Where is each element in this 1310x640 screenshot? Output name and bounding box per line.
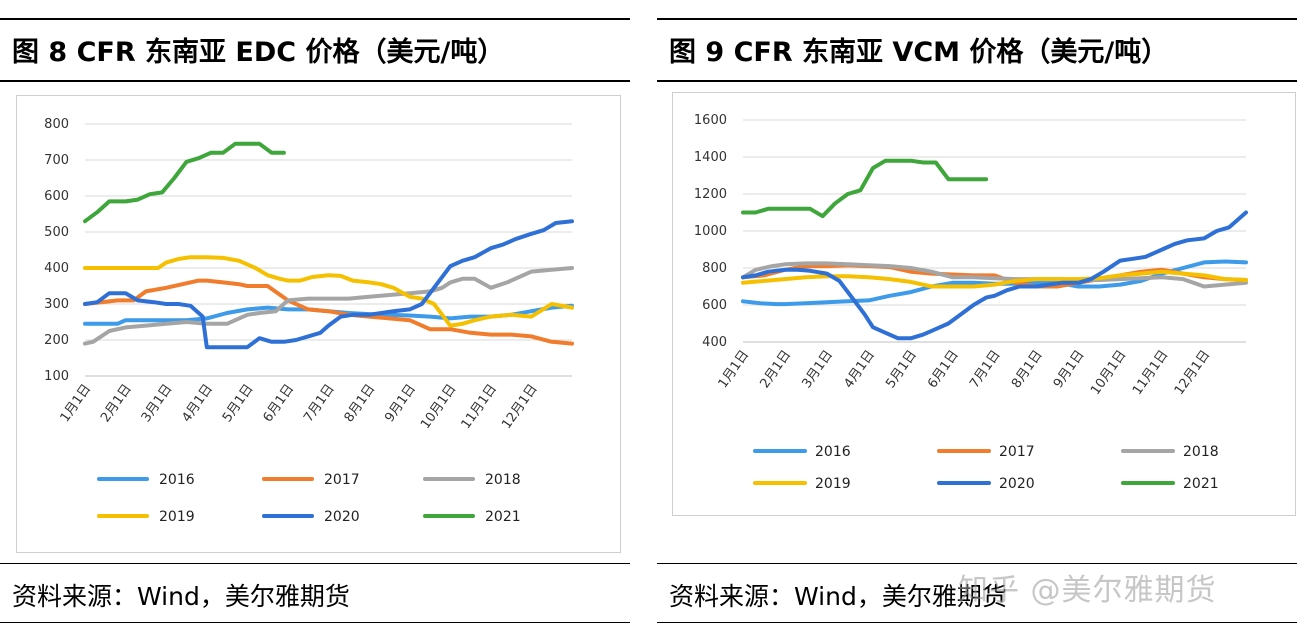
y-tick-label: 200	[44, 333, 69, 348]
figure-panel-vcm: 图 9 CFR 东南亚 VCM 价格（美元/吨） 400 600 800 1000 12…	[657, 0, 1297, 640]
vcm-line-chart: 400 600 800 1000 1200 1400 1600 1月1日 2月1日 3月1日 4月1…	[694, 113, 1248, 492]
x-tick-label: 11月1日	[459, 382, 500, 432]
y-tick-label: 400	[702, 335, 727, 350]
y-tick-label: 600	[702, 298, 727, 313]
x-tick-label: 12月1日	[1172, 348, 1213, 398]
x-tick-label: 10月1日	[1088, 348, 1129, 398]
x-tick-label: 8月1日	[1009, 348, 1046, 391]
bottom-rule	[657, 622, 1297, 623]
x-tick-label: 3月1日	[799, 348, 836, 391]
series-line-2019	[741, 269, 1248, 289]
legend-label: 2020	[999, 476, 1035, 492]
series-line-2020	[83, 219, 574, 350]
x-tick-label: 9月1日	[382, 382, 419, 425]
watermark-logo: 知乎 @美尔雅期货	[958, 573, 1217, 608]
figure-title: 图 9 CFR 东南亚 VCM 价格（美元/吨）	[669, 37, 1169, 68]
source-rule	[657, 563, 1297, 564]
figure-panel-edc: 图 8 CFR 东南亚 EDC 价格（美元/吨） 100 200 300 400 500…	[0, 0, 630, 640]
legend-label: 2019	[159, 509, 195, 525]
bottom-rule	[0, 622, 630, 623]
source-note: 资料来源：Wind，美尔雅期货	[12, 582, 350, 611]
legend-label: 2016	[815, 444, 851, 460]
x-tick-label: 4月1日	[841, 348, 878, 391]
y-tick-label: 1600	[694, 113, 727, 128]
series-line-2019	[83, 255, 574, 328]
legend-label: 2019	[815, 476, 851, 492]
y-tick-label: 300	[44, 297, 69, 312]
y-tick-label: 1200	[694, 187, 727, 202]
x-tick-label: 9月1日	[1051, 348, 1088, 391]
x-tick-label: 10月1日	[418, 382, 459, 432]
y-tick-label: 100	[44, 369, 69, 384]
source-note: 资料来源：Wind，美尔雅期货	[669, 582, 1007, 611]
x-tick-label: 4月1日	[179, 382, 216, 425]
x-tick-label: 1月1日	[716, 348, 753, 391]
y-tick-label: 800	[44, 117, 69, 132]
chart-area: 100 200 300 400 500 600 700 800 1月1日 2月1日 3月1日 4月1日…	[16, 95, 621, 553]
series-line-2018	[741, 261, 1248, 289]
x-tick-label: 7月1日	[967, 348, 1004, 391]
y-tick-label: 1400	[694, 150, 727, 165]
x-tick-label: 8月1日	[342, 382, 379, 425]
source-rule	[0, 563, 630, 564]
x-tick-label: 6月1日	[261, 382, 298, 425]
legend-label: 2018	[1183, 444, 1219, 460]
x-tick-label: 7月1日	[301, 382, 338, 425]
x-tick-label: 12月1日	[499, 382, 540, 432]
x-tick-label: 6月1日	[925, 348, 962, 391]
figure-title: 图 8 CFR 东南亚 EDC 价格（美元/吨）	[12, 37, 505, 68]
x-tick-label: 2月1日	[758, 348, 795, 391]
series-line-2016	[741, 259, 1248, 307]
legend-label: 2017	[999, 444, 1035, 460]
edc-line-chart: 100 200 300 400 500 600 700 800 1月1日 2月1日 3月1日 4月1日…	[44, 117, 574, 525]
y-tick-label: 500	[44, 225, 69, 240]
y-tick-label: 1000	[694, 224, 727, 239]
legend-label: 2020	[324, 509, 360, 525]
x-tick-label: 11月1日	[1130, 348, 1171, 398]
x-tick-label: 5月1日	[220, 382, 257, 425]
series-line-2017	[83, 278, 574, 346]
title-rule	[657, 80, 1297, 82]
top-rule	[657, 18, 1297, 20]
series-line-2021	[741, 158, 989, 219]
x-tick-label: 3月1日	[139, 382, 176, 425]
title-rule	[0, 80, 630, 82]
legend-label: 2016	[159, 472, 195, 488]
top-rule	[0, 18, 630, 20]
legend-label: 2021	[485, 509, 521, 525]
legend-label: 2021	[1183, 476, 1219, 492]
chart-area: 400 600 800 1000 1200 1400 1600 1月1日 2月1日 3月1日 4月1…	[672, 92, 1296, 516]
y-tick-label: 400	[44, 261, 69, 276]
x-tick-label: 5月1日	[883, 348, 920, 391]
y-tick-label: 600	[44, 189, 69, 204]
y-tick-label: 800	[702, 261, 727, 276]
series-line-2020	[741, 210, 1248, 341]
legend-label: 2018	[485, 472, 521, 488]
x-tick-label: 1月1日	[58, 382, 95, 425]
series-line-2021	[83, 141, 286, 224]
series-line-2018	[83, 266, 574, 346]
legend-label: 2017	[324, 472, 360, 488]
x-tick-label: 2月1日	[98, 382, 135, 425]
y-tick-label: 700	[44, 153, 69, 168]
